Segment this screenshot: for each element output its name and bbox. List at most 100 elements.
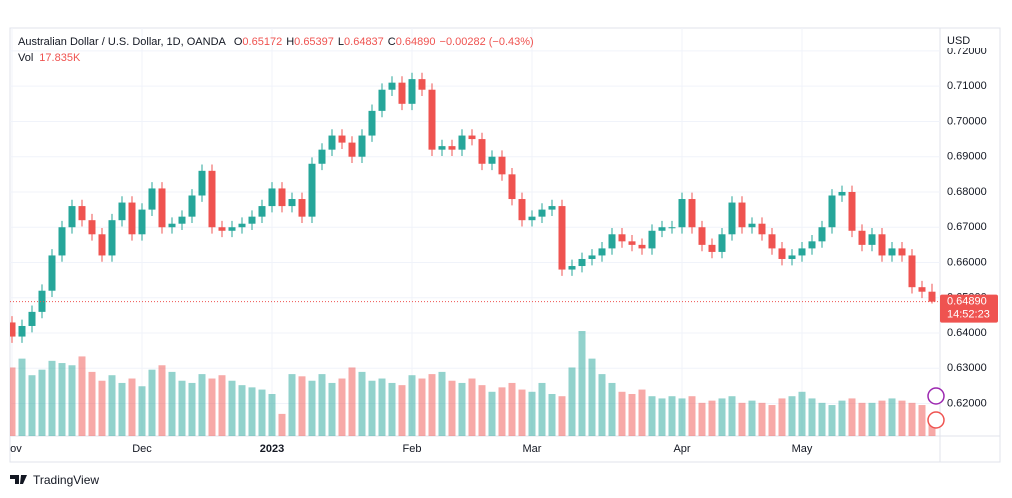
volume-bar [798, 391, 806, 436]
volume-legend: Vol 17.835K [18, 52, 81, 64]
candle-body [758, 223, 766, 235]
candle-body [248, 216, 256, 224]
event-icon[interactable] [927, 387, 945, 405]
volume-bar [298, 376, 306, 436]
candle-body [208, 170, 216, 228]
candle-body [518, 199, 526, 221]
candle-body [328, 135, 336, 150]
candle-body [718, 234, 726, 252]
y-tick-label: 0.64000 [947, 327, 987, 339]
volume-bar [548, 394, 556, 436]
volume-bar [758, 402, 766, 436]
candle-body [498, 156, 506, 175]
volume-bar [10, 367, 16, 436]
volume-bar [188, 382, 196, 436]
volume-bar [338, 378, 346, 436]
candle-body [98, 234, 106, 256]
volume-bar [18, 358, 26, 436]
volume-bar [628, 394, 636, 436]
event-icon[interactable] [927, 411, 945, 429]
volume-bar [638, 389, 646, 436]
candle-body [548, 206, 556, 210]
candle-body [558, 206, 566, 270]
volume-bar [228, 380, 236, 436]
volume-bar [588, 358, 596, 436]
candle-body [78, 206, 86, 221]
candle-body [458, 135, 466, 150]
volume-bar [408, 375, 416, 436]
volume-bar [558, 396, 566, 436]
vol-key: Vol [18, 52, 33, 64]
candle-body [708, 244, 716, 252]
candle-body [188, 195, 196, 217]
candle-body [318, 149, 326, 164]
volume-bar [368, 380, 376, 436]
volume-bar [908, 402, 916, 436]
y-tick-label: 0.68000 [947, 186, 987, 198]
volume-bar [538, 382, 546, 436]
volume-bar [58, 363, 66, 436]
candle-body [338, 135, 346, 143]
ohlc-key: O [234, 36, 243, 48]
candle-body [408, 79, 416, 104]
volume-bar [208, 378, 216, 436]
candle-body [738, 202, 746, 228]
volume-bar [78, 356, 86, 436]
candle-body [898, 248, 906, 256]
volume-bar [678, 398, 686, 436]
candle-body [648, 230, 656, 249]
volume-bar [318, 374, 326, 436]
candle-body [218, 227, 226, 231]
y-tick-label: 0.63000 [947, 362, 987, 374]
candle-body [848, 191, 856, 231]
candle-body [68, 206, 76, 228]
volume-bar [778, 398, 786, 436]
last-price-box [940, 294, 998, 323]
volume-bar [878, 400, 886, 436]
candle-body [28, 311, 36, 326]
x-tick-label: Nov [2, 443, 22, 455]
candle-body [448, 146, 456, 150]
volume-bar [808, 398, 816, 436]
ohlc-key: C [388, 36, 396, 48]
candle-body [528, 216, 536, 221]
logo[interactable]: TradingView [10, 473, 99, 487]
volume-bar [48, 360, 56, 436]
volume-bar [348, 367, 356, 436]
volume-bar [88, 371, 96, 436]
ohlc-value: 0.65397 [294, 36, 334, 48]
volume-bar [178, 380, 186, 436]
volume-bar [378, 378, 386, 436]
candle-body [688, 199, 696, 228]
volume-bar [268, 394, 276, 436]
candle-body [928, 291, 936, 302]
candle-body [10, 322, 16, 337]
candle-body [838, 191, 846, 196]
change: −0.00282 (−0.43%) [440, 36, 534, 48]
volume-bar [478, 385, 486, 436]
y-tick-label: 0.66000 [947, 256, 987, 268]
x-tick-label: Mar [523, 443, 542, 455]
candle-body [278, 188, 286, 207]
candle-body [438, 146, 446, 150]
candle-body [668, 227, 676, 229]
volume-bar [518, 389, 526, 436]
volume-bar [258, 389, 266, 436]
ohlc-key: H [286, 36, 294, 48]
candle-body [358, 135, 366, 157]
volume-bar [438, 371, 446, 436]
candle-body [368, 110, 376, 136]
candle-body [228, 227, 236, 231]
candle-body [778, 248, 786, 259]
logo-mark [10, 475, 27, 484]
brand: TradingView [33, 473, 99, 487]
volume-bar [708, 400, 716, 436]
candle-body [878, 234, 886, 256]
ohlc-value: 0.64890 [396, 36, 436, 48]
volume-bar [568, 367, 576, 436]
candle-body [828, 195, 836, 228]
volume-bar [238, 385, 246, 436]
volume-bar [308, 380, 316, 436]
candle-body [58, 227, 66, 256]
